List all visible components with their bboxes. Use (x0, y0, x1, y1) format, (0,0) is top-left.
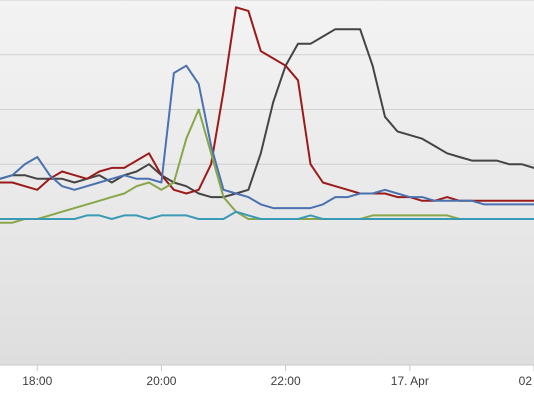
x-tick-label-3: 17. Apr (391, 374, 429, 388)
series-line-4 (0, 210, 534, 220)
x-tick-label-0: 18:00 (22, 374, 52, 388)
series-group (0, 6, 534, 224)
x-tick-label-2: 22:00 (271, 374, 301, 388)
x-tick-label-1: 20:00 (146, 374, 176, 388)
plot-background (0, 0, 534, 365)
series-line-1 (0, 6, 534, 202)
x-axis-band (0, 365, 534, 400)
x-tick-label-4: 02 (519, 374, 533, 388)
series-line-2 (0, 64, 534, 210)
x-axis-ticks: 18:00 20:00 22:00 17. Apr 02 (22, 365, 534, 388)
